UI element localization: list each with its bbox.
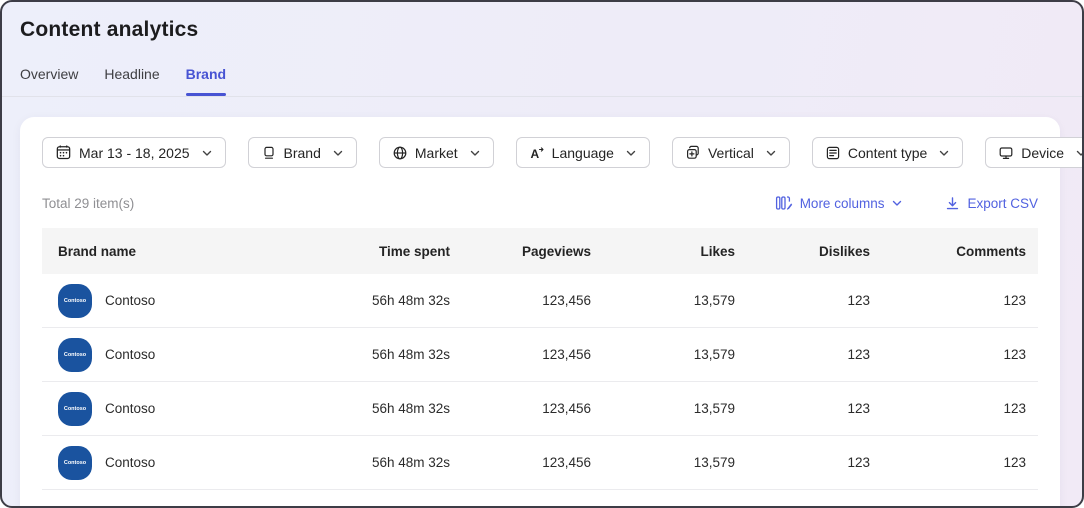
chevron-down-icon xyxy=(469,147,481,159)
likes-value: 13,579 xyxy=(693,293,735,308)
vertical-icon xyxy=(685,145,701,161)
table-row[interactable]: Contoso Contoso 56h 48m 32s 123,456 13,5… xyxy=(42,328,1038,382)
tabs-divider xyxy=(2,96,1082,97)
chevron-down-icon xyxy=(625,147,637,159)
brand-filter[interactable]: Brand xyxy=(247,137,357,168)
time-spent-value: 56h 48m 32s xyxy=(371,455,450,470)
column-header-pageviews[interactable]: Pageviews xyxy=(521,243,591,259)
svg-text:A: A xyxy=(530,147,539,161)
chevron-down-icon xyxy=(332,147,344,159)
globe-icon xyxy=(392,145,408,161)
chevron-down-icon xyxy=(891,197,903,209)
download-icon xyxy=(945,196,960,211)
calendar-icon xyxy=(55,144,72,161)
contoso-brand-avatar: Contoso xyxy=(58,445,92,480)
contoso-brand-avatar: Contoso xyxy=(58,337,92,372)
tab-brand[interactable]: Brand xyxy=(185,66,227,96)
comments-value: 123 xyxy=(1003,347,1026,362)
brand-icon xyxy=(261,145,277,161)
device-icon xyxy=(998,145,1014,161)
more-columns-button[interactable]: More columns xyxy=(775,194,904,212)
chevron-down-icon xyxy=(201,147,213,159)
export-csv-label: Export CSV xyxy=(967,195,1038,211)
table-header-row: Brand name Time spent Pageviews Likes Di… xyxy=(42,228,1038,274)
brand-name: Contoso xyxy=(105,293,156,308)
vertical-filter-label: Vertical xyxy=(707,144,754,161)
tab-overview[interactable]: Overview xyxy=(20,66,79,82)
translate-icon: A xyxy=(529,145,545,161)
date-range-filter[interactable]: Mar 13 - 18, 2025 xyxy=(42,137,226,168)
market-filter[interactable]: Market xyxy=(378,137,494,168)
comments-value: 123 xyxy=(1003,455,1026,470)
column-header-likes[interactable]: Likes xyxy=(700,243,735,259)
contoso-brand-avatar: Contoso xyxy=(58,391,92,426)
pageviews-value: 123,456 xyxy=(542,401,591,416)
brand-name: Contoso xyxy=(105,401,156,416)
brand-analytics-table: Brand name Time spent Pageviews Likes Di… xyxy=(42,228,1038,490)
table-row[interactable]: Contoso Contoso 56h 48m 32s 123,456 13,5… xyxy=(42,274,1038,328)
table-row[interactable]: Contoso Contoso 56h 48m 32s 123,456 13,5… xyxy=(42,382,1038,436)
dislikes-value: 123 xyxy=(847,401,870,416)
column-edit-icon xyxy=(775,194,793,212)
column-header-dislikes[interactable]: Dislikes xyxy=(818,243,870,259)
device-filter-label: Device xyxy=(1021,144,1065,161)
likes-value: 13,579 xyxy=(693,455,735,470)
chevron-down-icon xyxy=(1075,147,1082,159)
vertical-filter[interactable]: Vertical xyxy=(671,137,790,168)
brand-name: Contoso xyxy=(105,455,156,470)
date-range-label: Mar 13 - 18, 2025 xyxy=(79,144,190,161)
chevron-down-icon xyxy=(938,147,950,159)
market-filter-label: Market xyxy=(414,144,458,161)
content-type-filter-label: Content type xyxy=(847,144,928,161)
content-type-filter[interactable]: Content type xyxy=(811,137,964,168)
page-header: Content analytics Overview Headline Bran… xyxy=(2,2,1082,96)
pageviews-value: 123,456 xyxy=(542,347,591,362)
table-row[interactable]: Contoso Contoso 56h 48m 32s 123,456 13,5… xyxy=(42,436,1038,490)
dislikes-value: 123 xyxy=(847,347,870,362)
language-filter[interactable]: A Language xyxy=(515,137,650,168)
table-toolbar: Total 29 item(s) More columns xyxy=(42,194,1038,212)
toolbar-actions: More columns Export CSV xyxy=(775,194,1038,212)
content-type-icon xyxy=(825,145,841,161)
dislikes-value: 123 xyxy=(847,293,870,308)
dislikes-value: 123 xyxy=(847,455,870,470)
time-spent-value: 56h 48m 32s xyxy=(371,401,450,416)
pageviews-value: 123,456 xyxy=(542,293,591,308)
time-spent-value: 56h 48m 32s xyxy=(371,293,450,308)
likes-value: 13,579 xyxy=(693,347,735,362)
column-header-comments[interactable]: Comments xyxy=(956,243,1026,259)
comments-value: 123 xyxy=(1003,401,1026,416)
brand-filter-label: Brand xyxy=(283,144,321,161)
time-spent-value: 56h 48m 32s xyxy=(371,347,450,362)
language-filter-label: Language xyxy=(551,144,614,161)
brand-name: Contoso xyxy=(105,347,156,362)
page-title: Content analytics xyxy=(20,18,199,41)
total-items-count: Total 29 item(s) xyxy=(42,195,135,211)
comments-value: 123 xyxy=(1003,293,1026,308)
column-header-time-spent[interactable]: Time spent xyxy=(378,243,450,259)
more-columns-label: More columns xyxy=(799,195,885,211)
column-header-brand-name[interactable]: Brand name xyxy=(58,243,137,259)
filter-bar: Mar 13 - 18, 2025 Brand xyxy=(42,137,1082,168)
tab-bar: Overview Headline Brand xyxy=(20,66,1082,96)
export-csv-button[interactable]: Export CSV xyxy=(945,196,1038,211)
likes-value: 13,579 xyxy=(693,401,735,416)
chevron-down-icon xyxy=(765,147,777,159)
analytics-card: Mar 13 - 18, 2025 Brand xyxy=(20,117,1082,506)
pageviews-value: 123,456 xyxy=(542,455,591,470)
tab-headline[interactable]: Headline xyxy=(104,66,160,82)
device-filter[interactable]: Device xyxy=(985,137,1082,168)
contoso-brand-avatar: Contoso xyxy=(58,283,92,318)
